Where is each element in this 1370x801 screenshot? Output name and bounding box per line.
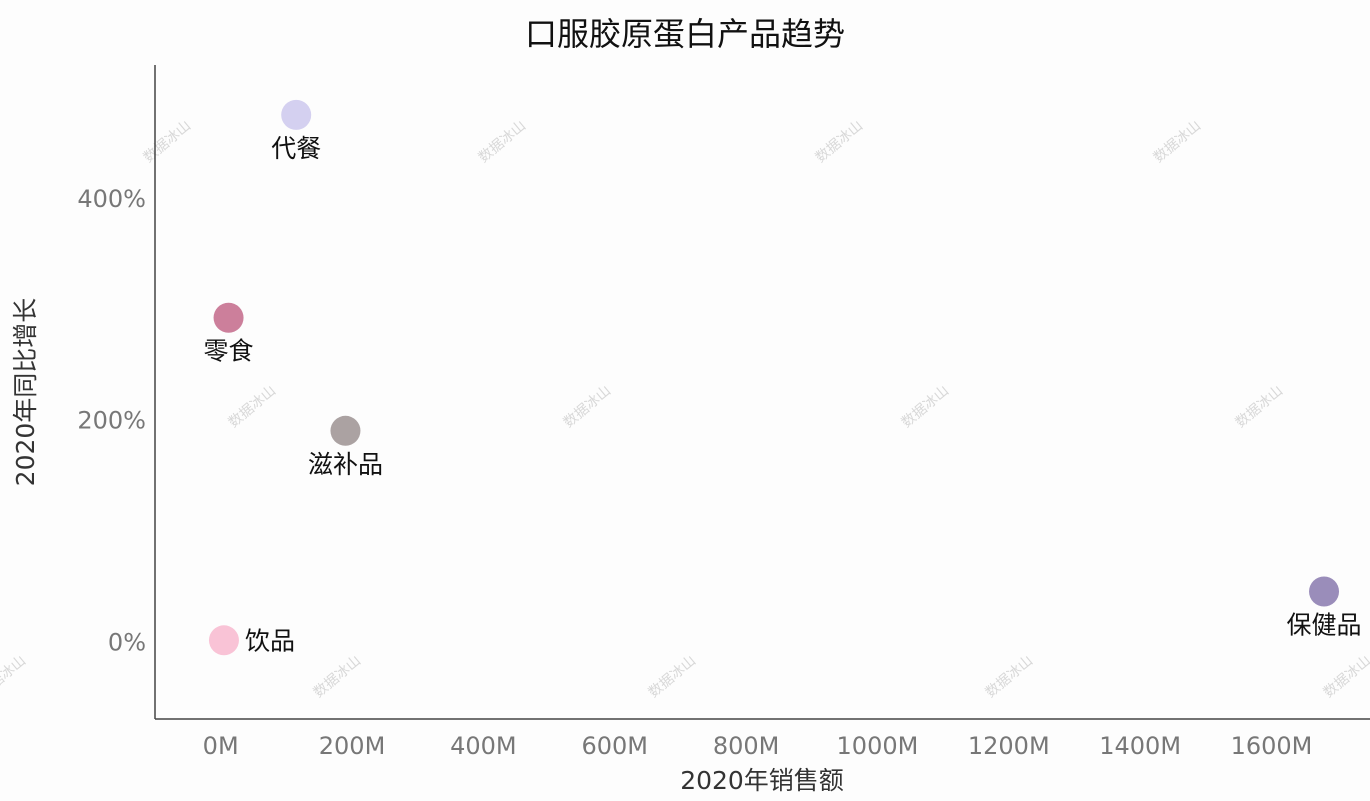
- data-point-label: 饮品: [245, 626, 295, 655]
- watermark-text: 数据冰山: [226, 383, 279, 431]
- data-point-label: 代餐: [271, 134, 321, 163]
- data-point-label: 保健品: [1287, 611, 1362, 640]
- x-tick-label: 200M: [319, 732, 386, 760]
- data-point-label: 滋补品: [308, 450, 383, 479]
- watermark-text: 数据冰山: [561, 383, 614, 431]
- data-point: [330, 415, 361, 446]
- data-point: [1309, 576, 1340, 607]
- watermark-text: 数据冰山: [0, 653, 29, 701]
- watermark-text: 数据冰山: [311, 653, 364, 701]
- watermark-text: 数据冰山: [1151, 118, 1204, 166]
- watermark-text: 数据冰山: [141, 118, 194, 166]
- data-point: [213, 302, 244, 333]
- watermark-text: 数据冰山: [476, 118, 529, 166]
- data-point-label: 零食: [204, 337, 254, 366]
- data-point: [281, 99, 312, 130]
- y-tick-label: 0%: [108, 628, 146, 656]
- watermark-text: 数据冰山: [1233, 383, 1286, 431]
- x-tick-label: 600M: [581, 732, 648, 760]
- x-tick-label: 800M: [713, 732, 780, 760]
- x-tick-label: 400M: [450, 732, 517, 760]
- watermark-text: 数据冰山: [1321, 653, 1370, 701]
- watermark-text: 数据冰山: [899, 383, 952, 431]
- x-tick-label: 1200M: [968, 732, 1050, 760]
- x-tick-label: 0M: [203, 732, 239, 760]
- x-tick-label: 1400M: [1099, 732, 1181, 760]
- watermark-text: 数据冰山: [813, 118, 866, 166]
- chart-title: 口服胶原蛋白产品趋势: [525, 15, 845, 53]
- y-tick-label: 400%: [77, 185, 146, 213]
- y-tick-label: 200%: [77, 407, 146, 435]
- x-tick-label: 1000M: [837, 732, 919, 760]
- data-point: [208, 625, 239, 656]
- x-axis-title: 2020年销售额: [680, 766, 844, 795]
- watermark-text: 数据冰山: [646, 653, 699, 701]
- y-tick-labels: 0% 200% 400%: [77, 185, 146, 656]
- x-tick-labels: 0M 200M 400M 600M 800M 1000M 1200M 1400M 1600M: [203, 732, 1313, 760]
- y-axis-title: 2020年同比增长: [11, 298, 40, 487]
- x-tick-label: 1600M: [1231, 732, 1313, 760]
- watermark-text: 数据冰山: [983, 653, 1036, 701]
